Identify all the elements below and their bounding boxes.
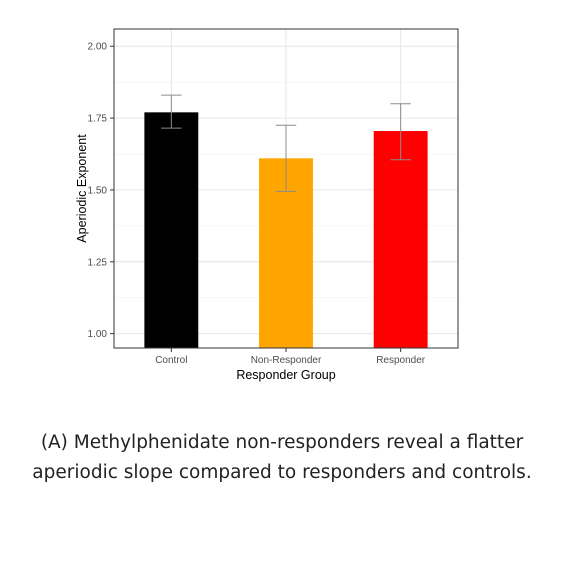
figure-caption: (A) Methylphenidate non-responders revea… <box>32 432 532 483</box>
y-tick-label: 2.00 <box>88 42 108 53</box>
y-axis-ticks: 1.00 1.25 1.50 1.75 2.00 <box>88 42 114 340</box>
x-tick-label: Non-Responder <box>251 355 322 366</box>
bar-control <box>144 112 199 348</box>
bars <box>144 112 428 348</box>
x-axis-title: Responder Group <box>236 368 335 382</box>
error-bar <box>275 124 297 192</box>
y-tick-label: 1.00 <box>88 329 108 340</box>
x-tick-label: Control <box>155 355 187 366</box>
error-bar <box>390 103 411 161</box>
y-tick-label: 1.50 <box>88 185 108 196</box>
error-bars <box>161 94 411 192</box>
error-bar <box>161 94 182 129</box>
y-tick-label: 1.25 <box>88 257 108 268</box>
x-axis-ticks: Control Non-Responder Responder <box>155 348 426 366</box>
bar-responder <box>373 131 428 348</box>
bar-chart: 1.00 1.25 1.50 1.75 2.00 Control Non-Responde… <box>75 28 459 382</box>
y-tick-label: 1.75 <box>88 114 108 125</box>
y-axis-title: Aperiodic Exponent <box>75 134 89 243</box>
x-tick-label: Responder <box>376 355 426 366</box>
